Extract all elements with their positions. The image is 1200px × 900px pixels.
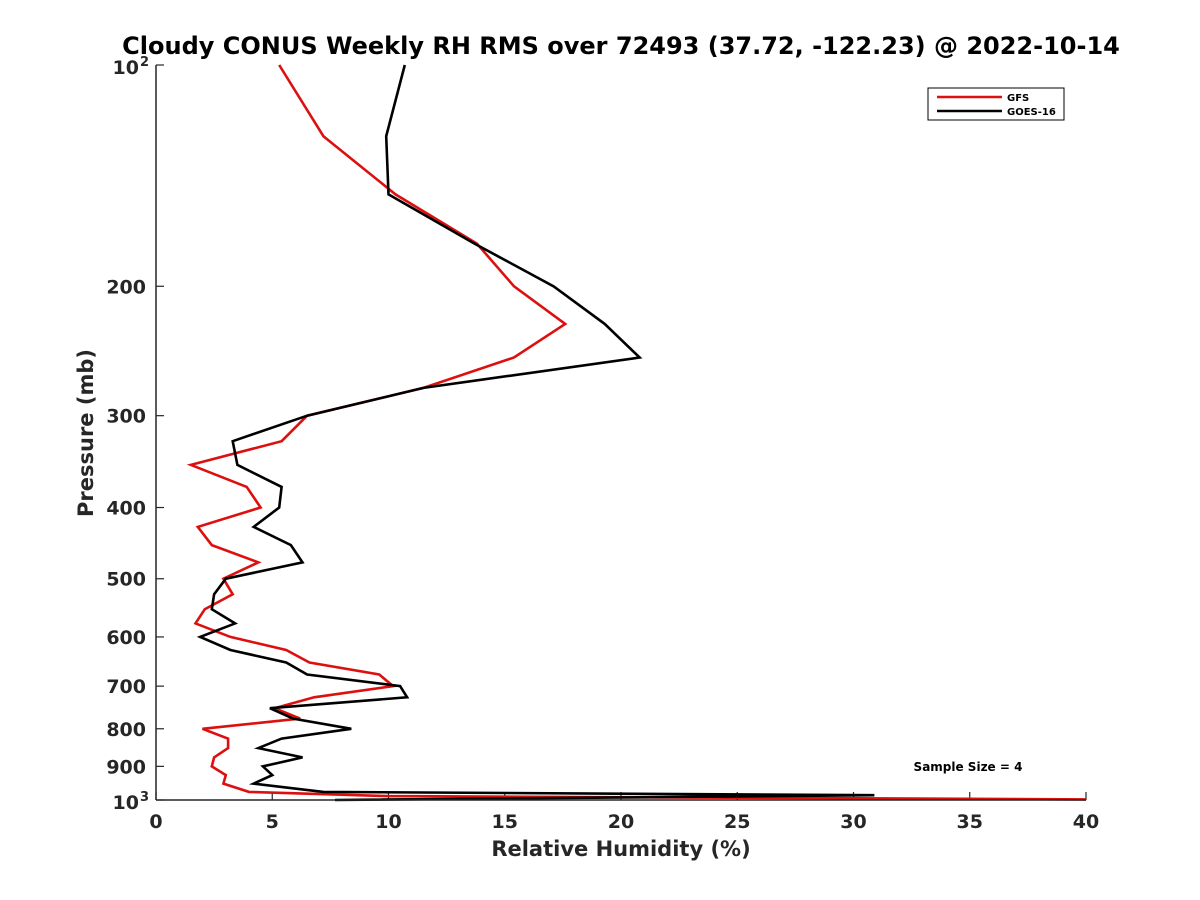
y-tick-label: 200 [106,276,146,298]
y-tick-label: 400 [106,498,146,520]
y-tick-label: 10 [113,57,139,79]
x-tick-label: 40 [1073,811,1099,833]
x-tick-label: 30 [840,811,866,833]
x-tick-label: 10 [375,811,401,833]
tick-exponent: 2 [140,55,149,70]
x-tick-label: 0 [149,811,162,833]
y-tick-label: 300 [106,406,146,428]
x-tick-label: 20 [608,811,634,833]
legend-label-goes-16: GOES-16 [1007,107,1056,118]
tick-exponent: 3 [140,790,149,805]
legend-label-gfs: GFS [1007,93,1029,104]
chart-title: Cloudy CONUS Weekly RH RMS over 72493 (3… [122,32,1120,60]
x-tick-label: 15 [492,811,518,833]
legend-box [927,87,1065,121]
y-axis-label: Pressure (mb) [74,349,98,517]
series-group [186,64,1087,802]
series-line-goes-16 [196,64,875,802]
x-tick-label: 25 [724,811,750,833]
y-tick-label: 600 [106,627,146,649]
legend: GFS GOES-16 [927,87,1065,121]
x-axis-label: Relative Humidity (%) [491,837,750,861]
y-tick-label: 10 [113,792,139,814]
tick-base: 10 [113,792,139,814]
y-tick-label: 500 [106,569,146,591]
series-line-gfs [186,64,1087,801]
x-tick-label: 35 [957,811,983,833]
y-tick-label: 800 [106,719,146,741]
tick-base: 10 [113,57,139,79]
y-tick-label: 900 [106,756,146,778]
sample-size-annotation: Sample Size = 4 [914,760,1023,774]
y-tick-label: 700 [106,676,146,698]
x-tick-label: 5 [266,811,279,833]
